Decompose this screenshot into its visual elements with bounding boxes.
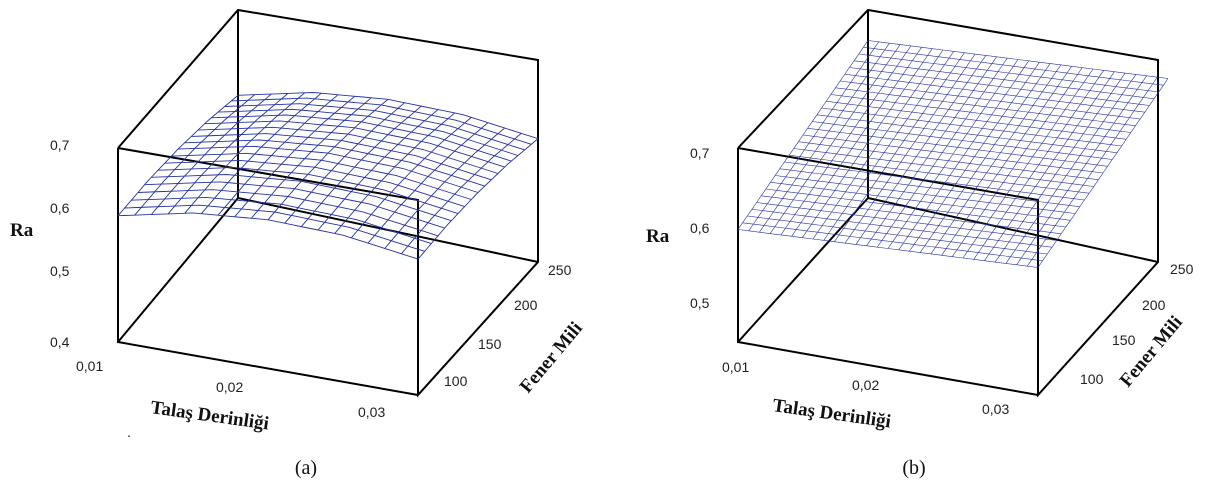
- panel-a-y-tick-2: 200: [514, 297, 538, 313]
- surface-mesh-line: [200, 92, 322, 214]
- surface-mesh-line: [1027, 76, 1158, 267]
- panel-a-z-tick-2: 0,5: [50, 263, 70, 279]
- panel-b-y-tick-1: 150: [1112, 332, 1136, 348]
- surface-mesh-line: [1005, 74, 1137, 264]
- panel-a-z-label: Ra: [10, 220, 34, 241]
- panel-a-z-tick-1: 0,6: [50, 200, 70, 216]
- surface-mesh-line: [350, 117, 472, 239]
- panel-b-x-tick-2: 0,03: [982, 401, 1009, 417]
- panel-a-floor-left: [117, 197, 239, 343]
- panel-a-front-axes: [117, 148, 419, 396]
- panel-a-caption: (a): [295, 457, 317, 479]
- panel-b-z-label: Ra: [646, 226, 670, 247]
- panel-a-x-tick-1: 0,02: [216, 379, 243, 395]
- surface-mesh-line: [887, 59, 1019, 249]
- surface-mesh-line: [909, 62, 1040, 252]
- surface-mesh-line: [877, 57, 1008, 248]
- panel-b-z-tick-0: 0,7: [690, 145, 710, 161]
- panel-a: 0,7 0,6 0,5 0,4 Ra 0,01 0,02 0,03 Talaş …: [10, 8, 587, 479]
- panel-b-surface: [737, 40, 1169, 268]
- panel-b-x-tick-0: 0,01: [722, 359, 749, 375]
- surface-mesh-line: [759, 43, 890, 233]
- panel-b-z-tick-1: 0,6: [690, 220, 710, 236]
- surface-mesh-line: [984, 71, 1115, 261]
- surface-mesh-line: [919, 63, 1051, 253]
- panel-b-y-tick-0: 100: [1080, 371, 1104, 387]
- surface-mesh-line: [384, 127, 505, 249]
- panel-a-x-tick-2: 0,03: [358, 404, 385, 420]
- surface-mesh-line: [748, 41, 879, 232]
- panel-a-y-label: Fener Mili: [516, 318, 587, 397]
- panel-b-floor-left: [737, 197, 869, 343]
- surface-mesh-line: [737, 40, 869, 230]
- surface-mesh-line: [780, 45, 912, 236]
- panel-b-y-label: Fener Mili: [1116, 312, 1187, 391]
- surface-mesh-line: [167, 93, 289, 215]
- surface-mesh-line: [150, 93, 272, 215]
- panel-b-front-axes: [737, 148, 1039, 396]
- surface-mesh-line: [898, 60, 1029, 251]
- panel-a-z-tick-3: 0,4: [50, 334, 70, 350]
- surface-mesh-line: [791, 47, 922, 237]
- surface-mesh-line: [973, 70, 1104, 260]
- panel-a-y-tick-3: 250: [548, 262, 572, 278]
- panel-a-box: [117, 8, 539, 398]
- surface-mesh-line: [134, 94, 255, 216]
- panel-b-y-tick-2: 200: [1142, 297, 1166, 313]
- surface-mesh-line: [823, 51, 954, 241]
- surface-mesh-line: [317, 109, 439, 231]
- surface-mesh-line: [962, 68, 1094, 259]
- surface-mesh-line: [300, 105, 422, 227]
- surface-mesh-line: [769, 44, 901, 234]
- surface-mesh-line: [844, 53, 976, 244]
- panel-b-x-tick-1: 0,02: [852, 377, 879, 393]
- panel-a-surface: [117, 92, 539, 260]
- panel-b-y-tick-3: 250: [1170, 261, 1194, 277]
- surface-mesh-line: [250, 97, 372, 219]
- surface-mesh-line: [855, 55, 987, 245]
- panel-b-z-tick-2: 0,5: [690, 295, 710, 311]
- panel-a-y-tick-1: 150: [478, 336, 502, 352]
- surface-mesh-line: [952, 67, 1083, 257]
- surface-mesh-line: [930, 64, 1062, 255]
- surface-mesh-line: [234, 95, 355, 217]
- surface-mesh-line: [400, 132, 522, 255]
- panel-b-box: [737, 8, 1159, 398]
- surface-mesh-line: [812, 49, 944, 240]
- surface-mesh-line: [267, 98, 389, 221]
- stray-mark: .: [127, 424, 131, 440]
- surface-mesh-line: [184, 92, 305, 214]
- panel-b-x-label: Talaş Derinliği: [771, 395, 892, 432]
- surface-mesh-line: [834, 52, 965, 242]
- surface-mesh-line: [117, 94, 239, 216]
- surface-mesh-line: [334, 112, 455, 234]
- surface-mesh-line: [941, 66, 1072, 256]
- surface-mesh-line: [1016, 75, 1147, 265]
- surface-mesh-line: [284, 102, 405, 224]
- surface-mesh-line: [217, 94, 339, 216]
- panel-b-caption: (b): [902, 457, 925, 479]
- surface-mesh-line: [866, 56, 997, 246]
- surface-mesh-line: [994, 72, 1126, 263]
- surface-mesh-line: [117, 212, 419, 260]
- panel-a-z-tick-0: 0,7: [50, 137, 70, 153]
- surface-mesh-line: [367, 122, 489, 244]
- surface-mesh-line: [802, 48, 933, 238]
- panel-b: 0,7 0,6 0,5 Ra 0,01 0,02 0,03 Talaş Deri…: [646, 8, 1194, 479]
- surface-mesh-line: [417, 138, 539, 260]
- panel-a-y-tick-0: 100: [444, 373, 468, 389]
- surface-mesh-line: [1037, 78, 1169, 268]
- panel-b-floor-back: [867, 197, 1159, 263]
- panel-a-x-label: Talaş Derinliği: [149, 397, 270, 434]
- panel-a-x-tick-0: 0,01: [76, 358, 103, 374]
